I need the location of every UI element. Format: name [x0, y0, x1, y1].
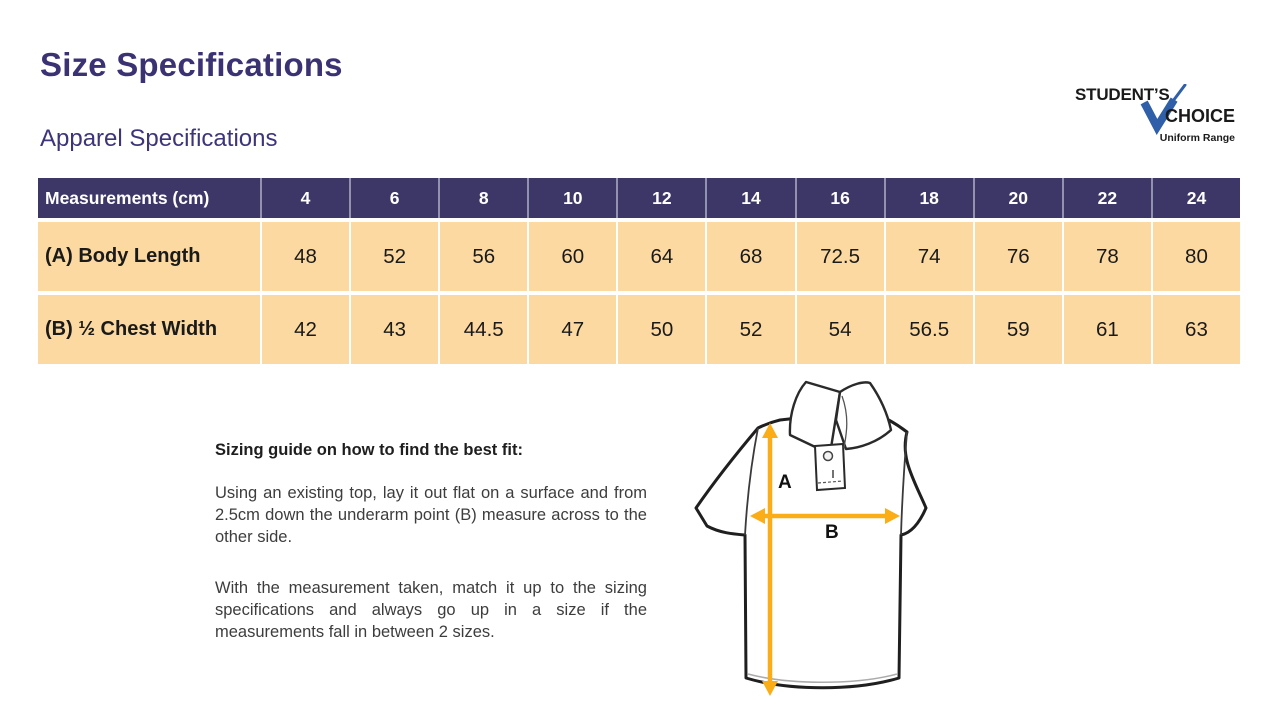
polo-shirt-diagram: A B [694, 380, 928, 696]
table-cell-chest-width: 63 [1152, 295, 1240, 364]
table-cell-body-length: 74 [885, 222, 973, 291]
table-cell-chest-width: 47 [529, 295, 617, 364]
table-cell-body-length: 78 [1063, 222, 1151, 291]
shirt-collar-left [788, 380, 842, 456]
table-header-size: 18 [885, 178, 973, 218]
table-cell-body-length: 56 [440, 222, 528, 291]
shirt-collar-fold-line [841, 395, 848, 449]
table-cell-chest-width: 54 [796, 295, 884, 364]
measure-arrow-b [750, 508, 900, 524]
sizing-guide-paragraph-2: With the measurement taken, match it up … [215, 578, 647, 641]
table-header-measurements: Measurements (cm) [38, 178, 260, 218]
row-label-chest-width: (B) ½ Chest Width [38, 295, 260, 364]
table-header-size: 10 [529, 178, 617, 218]
diagram-label-b: B [825, 522, 839, 543]
shirt-placket [813, 442, 847, 492]
row-label-body-length: (A) Body Length [38, 222, 260, 291]
table-cell-chest-width: 59 [974, 295, 1062, 364]
checkmark-icon [1140, 97, 1178, 136]
table-cell-body-length: 68 [707, 222, 795, 291]
measure-arrow-a [762, 423, 778, 696]
checkmark-tail-icon [1168, 84, 1187, 107]
shirt-sleeve-seam-right [900, 431, 908, 536]
shirt-body-outline [694, 410, 928, 690]
table-cell-chest-width: 44.5 [440, 295, 528, 364]
shirt-hem-stitch [747, 673, 898, 683]
table-header-size: 6 [351, 178, 439, 218]
table-cell-chest-width: 50 [618, 295, 706, 364]
table-cell-body-length: 64 [618, 222, 706, 291]
shirt-collar-right [834, 381, 893, 451]
sizing-guide-heading: Sizing guide on how to find the best fit… [215, 441, 523, 459]
table-cell-body-length: 60 [529, 222, 617, 291]
table-cell-body-length: 72.5 [796, 222, 884, 291]
logo-brand-line1: STUDENT’S [1075, 85, 1170, 104]
table-cell-body-length: 48 [262, 222, 350, 291]
shirt-placket-stitch [817, 480, 844, 484]
size-spec-table: Measurements (cm) 4 6 8 10 12 14 16 18 20 22 24 (A… [38, 178, 1240, 364]
table-cell-chest-width: 42 [262, 295, 350, 364]
table-header-size: 12 [618, 178, 706, 218]
table-cell-chest-width: 52 [707, 295, 795, 364]
table-cell-body-length: 76 [974, 222, 1062, 291]
table-row-chest-width: (B) ½ Chest Width 42 43 44.5 47 50 52 54 56.5 59… [38, 295, 1240, 364]
table-header-row: Measurements (cm) 4 6 8 10 12 14 16 18 20 22 24 [38, 178, 1240, 218]
sizing-guide: Sizing guide on how to find the best fit… [215, 441, 647, 672]
table-header-size: 24 [1152, 178, 1240, 218]
logo-tagline: Uniform Range [1160, 132, 1235, 144]
table-header-size: 20 [974, 178, 1062, 218]
table-header-size: 16 [796, 178, 884, 218]
section-subtitle: Apparel Specifications [40, 125, 278, 152]
table-cell-chest-width: 43 [351, 295, 439, 364]
table-header-size: 14 [707, 178, 795, 218]
table-cell-body-length: 52 [351, 222, 439, 291]
table-header-size: 8 [440, 178, 528, 218]
table-header-size: 4 [262, 178, 350, 218]
logo-brand-line2: CHOICE [1165, 106, 1235, 126]
diagram-label-a: A [778, 472, 792, 493]
table-cell-chest-width: 56.5 [885, 295, 973, 364]
students-choice-logo: STUDENT’S CHOICE Uniform Range [1075, 84, 1235, 144]
shirt-button [822, 450, 834, 462]
table-header-size: 22 [1063, 178, 1151, 218]
table-cell-chest-width: 61 [1063, 295, 1151, 364]
shirt-sleeve-seam-left [744, 427, 759, 536]
sizing-guide-paragraph-1: Using an existing top, lay it out flat o… [215, 483, 647, 546]
page-title: Size Specifications [40, 46, 343, 83]
table-cell-body-length: 80 [1152, 222, 1240, 291]
table-row-body-length: (A) Body Length 48 52 56 60 64 68 72.5 74 76 78 80 [38, 222, 1240, 291]
